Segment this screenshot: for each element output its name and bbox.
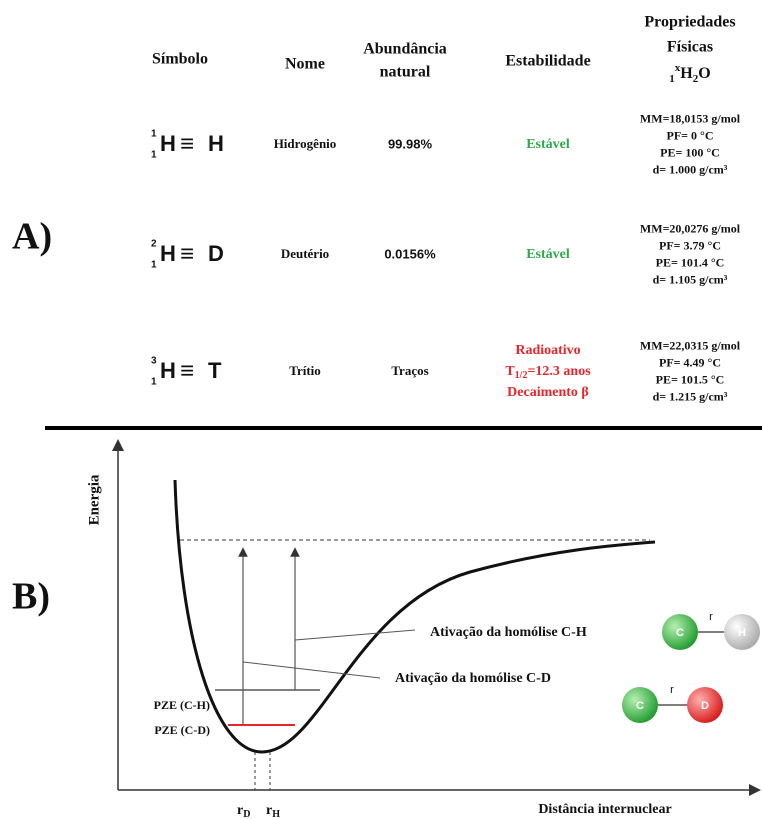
- atomic-number: 1: [151, 150, 157, 161]
- isotope: D: [208, 241, 224, 266]
- property: d= 1.000 g/cm³: [653, 162, 728, 176]
- formula-part: O: [698, 65, 710, 82]
- atom-label: C: [636, 700, 644, 712]
- header: Abundância: [363, 41, 447, 58]
- element: H: [160, 241, 176, 266]
- stability-part: T: [505, 364, 515, 379]
- x-axis-title: Distância internuclear: [538, 802, 671, 817]
- header: Nome: [285, 56, 325, 73]
- r-label: rH: [266, 803, 280, 819]
- r-sub: H: [272, 809, 280, 819]
- atomic-number: 1: [151, 260, 157, 271]
- formula-part: x: [675, 62, 681, 74]
- leader-line: [242, 661, 381, 679]
- panel-label: A): [12, 216, 52, 258]
- stability-part: =12.3 anos: [527, 364, 591, 379]
- formula-part: 1: [669, 73, 675, 85]
- bond-label: r: [709, 611, 713, 623]
- atom-label: H: [738, 627, 746, 639]
- bond: ≡: [180, 130, 194, 157]
- name: Deutério: [281, 246, 329, 261]
- property: d= 1.105 g/cm³: [653, 272, 728, 286]
- property: PE= 101.4 °C: [656, 255, 725, 269]
- abundance: 0.0156%: [384, 246, 436, 261]
- atom-label: C: [676, 627, 684, 639]
- property: PE= 100 °C: [660, 145, 720, 159]
- name: Trítio: [289, 363, 321, 378]
- r-sub: D: [243, 809, 250, 819]
- mass-number: 1: [151, 129, 157, 140]
- isotope: H: [208, 131, 224, 156]
- stability: Decaimento β: [507, 385, 589, 400]
- formula-part: 2: [693, 73, 699, 85]
- y-axis-title: Energia: [86, 474, 102, 525]
- property: PF= 3.79 °C: [659, 238, 721, 252]
- bond-label: r: [670, 684, 674, 696]
- header: Símbolo: [152, 51, 208, 68]
- property: PE= 101.5 °C: [656, 372, 725, 386]
- formula-part: H: [680, 65, 693, 82]
- header: Físicas: [667, 39, 713, 56]
- property: MM=22,0315 g/mol: [640, 338, 741, 352]
- zpe-label: PZE (C-H): [154, 698, 210, 712]
- stability: Radioativo: [515, 343, 580, 358]
- header: natural: [380, 64, 431, 81]
- stability-sub: 1/2: [515, 370, 528, 381]
- potential-curve: [173, 479, 656, 754]
- atom: [724, 614, 760, 650]
- header: Propriedades: [644, 14, 735, 31]
- mass-number: 3: [151, 356, 157, 367]
- stability: Estável: [526, 137, 570, 152]
- molecule-cd: C D r: [622, 684, 723, 723]
- bond: ≡: [180, 357, 194, 384]
- element: H: [160, 358, 176, 383]
- atom: [622, 687, 658, 723]
- bond: ≡: [180, 240, 194, 267]
- atom: [687, 687, 723, 723]
- panel-label: B): [12, 576, 50, 618]
- abundance: Traços: [391, 363, 428, 378]
- property: MM=20,0276 g/mol: [640, 221, 741, 235]
- atomic-number: 1: [151, 377, 157, 388]
- property: d= 1.215 g/cm³: [653, 389, 728, 403]
- r-label: rD: [237, 803, 250, 819]
- header: Estabilidade: [505, 53, 590, 70]
- zpe-label: PZE (C-D): [154, 723, 210, 737]
- stability: Estável: [526, 247, 570, 262]
- element: H: [160, 131, 176, 156]
- mass-number: 2: [151, 239, 157, 250]
- formula: 1xH2O: [669, 62, 710, 85]
- annotation: Ativação da homólise C-H: [430, 625, 587, 640]
- leader-line: [294, 629, 416, 641]
- stability: T1/2=12.3 anos: [505, 364, 591, 381]
- isotope: T: [208, 358, 222, 383]
- molecule-ch: C H r: [662, 611, 760, 650]
- abundance: 99.98%: [388, 136, 433, 151]
- name: Hidrogênio: [274, 136, 337, 151]
- property: MM=18,0153 g/mol: [640, 111, 741, 125]
- r-symbol: r: [237, 803, 243, 818]
- annotation: Ativação da homólise C-D: [395, 671, 551, 686]
- r-symbol: r: [266, 803, 272, 818]
- property: PF= 0 °C: [667, 128, 714, 142]
- property: PF= 4.49 °C: [659, 355, 721, 369]
- atom: [662, 614, 698, 650]
- atom-label: D: [701, 700, 709, 712]
